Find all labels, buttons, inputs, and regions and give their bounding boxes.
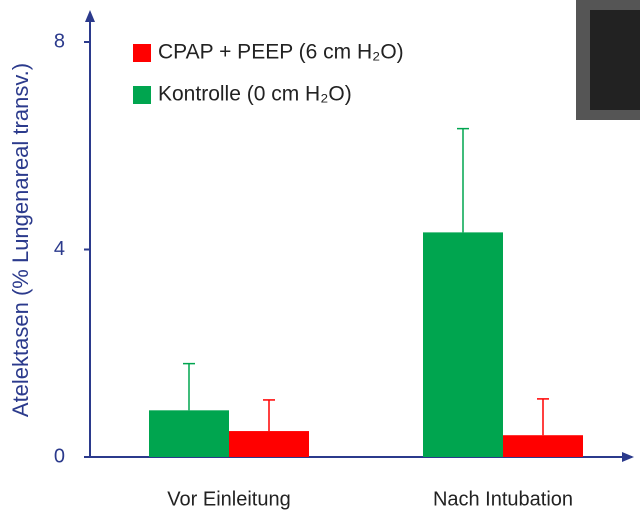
y-tick-label: 4 (54, 238, 65, 260)
bar (423, 232, 503, 457)
x-tick-label: Vor Einleitung (167, 488, 290, 510)
y-tick-label: 8 (54, 30, 65, 52)
legend-swatch (133, 86, 151, 104)
y-axis-arrow (85, 10, 95, 22)
x-axis-arrow (622, 452, 634, 462)
legend-label: Kontrolle (0 cm H₂O) (158, 83, 352, 106)
y-axis-label: Atelektasen (% Lungenareal transv.) (8, 63, 33, 417)
x-tick-label: Nach Intubation (433, 488, 573, 510)
bar (229, 431, 309, 457)
bar (503, 435, 583, 457)
bar (149, 410, 229, 457)
ct-image-detail (590, 10, 640, 110)
legend-label: CPAP + PEEP (6 cm H₂O) (158, 41, 404, 64)
legend-swatch (133, 44, 151, 62)
y-tick-label: 0 (54, 445, 65, 467)
